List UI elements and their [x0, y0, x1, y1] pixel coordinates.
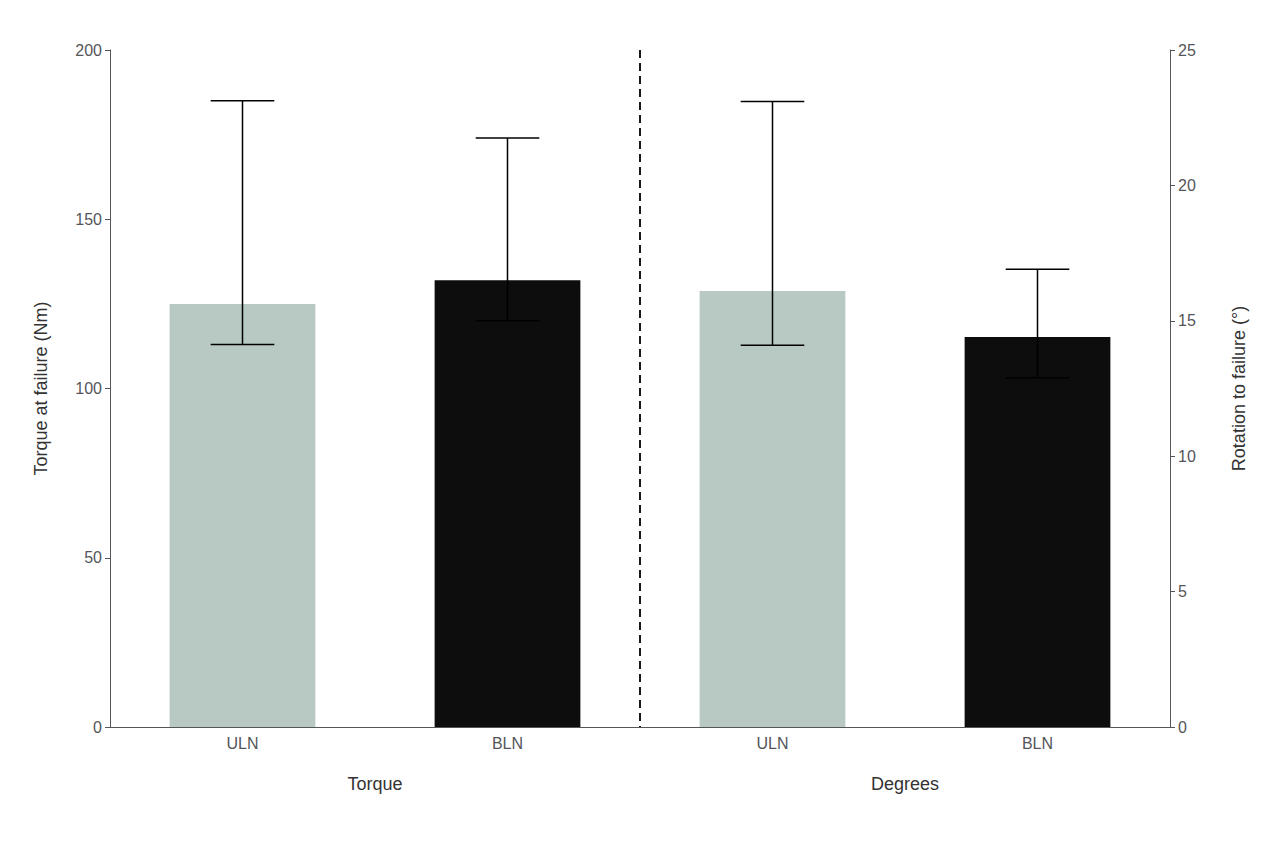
svg-text:20: 20: [1178, 177, 1196, 194]
svg-text:BLN: BLN: [492, 735, 523, 752]
svg-text:100: 100: [75, 380, 102, 397]
svg-text:25: 25: [1178, 42, 1196, 59]
svg-text:Torque: Torque: [347, 774, 402, 794]
svg-text:150: 150: [75, 211, 102, 228]
svg-text:ULN: ULN: [756, 735, 788, 752]
svg-text:ULN: ULN: [226, 735, 258, 752]
svg-text:10: 10: [1178, 448, 1196, 465]
svg-text:15: 15: [1178, 312, 1196, 329]
svg-text:Rotation to failure (°): Rotation to failure (°): [1229, 306, 1249, 471]
svg-text:0: 0: [93, 719, 102, 736]
svg-text:Torque at failure (Nm): Torque at failure (Nm): [31, 301, 51, 475]
svg-text:5: 5: [1178, 583, 1187, 600]
svg-text:BLN: BLN: [1022, 735, 1053, 752]
svg-text:0: 0: [1178, 719, 1187, 736]
svg-text:50: 50: [84, 549, 102, 566]
svg-text:Degrees: Degrees: [871, 774, 939, 794]
svg-text:200: 200: [75, 42, 102, 59]
